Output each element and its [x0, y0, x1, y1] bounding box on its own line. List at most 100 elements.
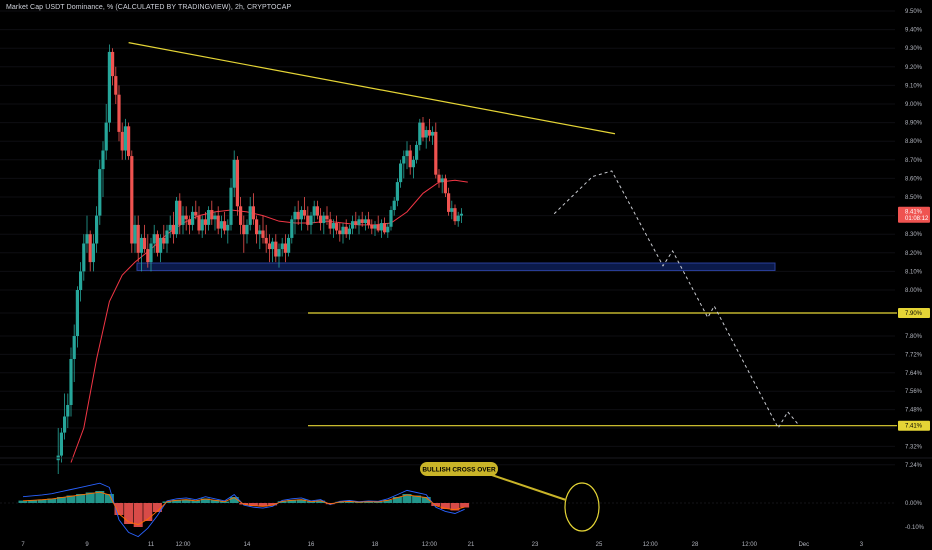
candlesticks	[56, 44, 463, 474]
support-zone	[136, 262, 776, 271]
candle-body	[200, 219, 204, 231]
price-axis: 9.50% 9.40% 9.30% 9.20% 9.10% 9.00% 8.90% 8.80%…	[905, 9, 923, 469]
candle-body	[271, 241, 275, 250]
histogram-bar	[287, 500, 297, 503]
histogram-bar	[152, 503, 162, 512]
candle-body	[66, 405, 70, 417]
candle-body	[245, 224, 249, 235]
crossover-highlight	[564, 482, 600, 532]
x-tick-label: 14	[244, 542, 251, 548]
candle-body	[434, 131, 438, 175]
candle-body	[117, 94, 121, 132]
candle-body	[101, 150, 105, 170]
candle-body	[203, 219, 207, 225]
candle-body	[91, 243, 95, 263]
histogram-bar	[421, 497, 431, 503]
candle-body	[399, 163, 403, 183]
candle-body	[114, 76, 118, 95]
y-tick-label: 8.20%	[905, 251, 923, 257]
candle-body	[312, 206, 316, 216]
x-tick-label: 12:00	[175, 542, 191, 548]
x-tick-label: 28	[692, 542, 699, 548]
candle-body	[354, 221, 358, 225]
histogram-bar	[431, 503, 441, 506]
trendline-line	[128, 42, 616, 135]
candle-body	[197, 215, 201, 231]
candle-body	[127, 126, 131, 157]
candle-body	[146, 249, 150, 263]
y-tick-label: 9.40%	[905, 28, 923, 34]
histogram-bar	[181, 499, 191, 503]
histogram-bar	[37, 499, 47, 503]
candle-body	[373, 224, 377, 229]
candle-body	[447, 193, 451, 212]
y-tick-label: 7.56%	[905, 389, 923, 395]
candle-body	[341, 226, 345, 235]
histogram-bar	[66, 495, 76, 503]
histogram-bar	[373, 501, 383, 503]
y-tick-label: 7.32%	[905, 444, 923, 450]
candle-body	[415, 144, 419, 160]
candle-body	[386, 226, 390, 233]
candle-body	[175, 200, 179, 235]
y-tick-label: 9.10%	[905, 83, 923, 89]
candle-body	[149, 243, 153, 263]
histogram-bar	[460, 503, 470, 508]
histogram-bar	[56, 497, 66, 503]
trendline	[128, 42, 616, 135]
price-tag-label: 8.41%	[905, 210, 923, 216]
candle-body	[347, 228, 351, 235]
candle-body	[111, 51, 115, 77]
candle-body	[443, 178, 447, 194]
candle-body	[229, 187, 233, 225]
candle-body	[255, 219, 259, 235]
candle-body	[88, 234, 92, 263]
candle-body	[104, 122, 108, 151]
y-tick-label: 8.50%	[905, 195, 923, 201]
candle-body	[165, 230, 169, 244]
candle-body	[69, 359, 73, 405]
candle-body	[168, 224, 172, 231]
candle-body	[338, 230, 342, 235]
histogram-bar	[104, 494, 114, 503]
time-axis: 7 9 11 12:00 14 16 18 12:00 21 23 25 12:00 28 12:00 De…	[21, 542, 863, 548]
candle-body	[232, 159, 236, 188]
candle-body	[207, 210, 211, 225]
candle-body	[411, 159, 415, 168]
candle-body	[287, 237, 291, 253]
candle-body	[152, 234, 156, 244]
projection-path	[553, 170, 798, 430]
histogram-bar	[344, 501, 354, 503]
candle-body	[283, 243, 287, 253]
histogram-bar	[392, 497, 402, 503]
histogram-bar	[47, 498, 57, 503]
y-tick-label: 8.70%	[905, 158, 923, 164]
candle-body	[213, 215, 217, 220]
candle-body	[456, 215, 460, 222]
candle-body	[328, 219, 332, 229]
price-tag-box	[898, 206, 930, 223]
candle-body	[450, 208, 454, 212]
candle-body	[143, 237, 147, 250]
candle-body	[325, 215, 329, 220]
candle-body	[264, 237, 268, 244]
x-tick-label: 7	[21, 542, 25, 548]
candle-body	[223, 221, 227, 231]
candle-body	[107, 51, 111, 123]
candle-body	[136, 224, 140, 253]
candle-body	[184, 215, 188, 220]
histogram-bar	[440, 503, 450, 509]
y-tick-label: 9.50%	[905, 9, 923, 15]
histogram-bar	[450, 503, 460, 511]
y-tick-label: 8.10%	[905, 269, 923, 275]
histogram-bar	[335, 501, 345, 503]
candle-body	[162, 237, 166, 244]
candle-body	[306, 215, 310, 225]
level-tag-box	[898, 420, 930, 431]
support-zone-box	[136, 262, 776, 271]
x-tick-label: 16	[308, 542, 315, 548]
candle-body	[171, 224, 175, 235]
histogram-bar	[191, 500, 201, 503]
histogram-bar	[412, 495, 422, 503]
